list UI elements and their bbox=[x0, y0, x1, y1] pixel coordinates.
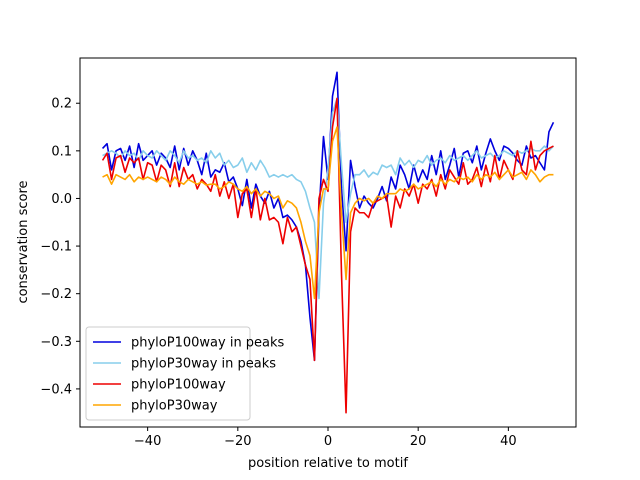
y-axis: −0.4 −0.3 −0.2 −0.1 0.0 0.1 0.2 bbox=[40, 97, 80, 397]
legend-label-1: phyloP100way in peaks bbox=[131, 336, 285, 351]
legend: phyloP100way in peaks phyloP30way in peak… bbox=[85, 326, 285, 421]
x-axis: −40 −20 0 20 40 bbox=[134, 427, 517, 449]
legend-label-4: phyloP30way bbox=[131, 399, 218, 414]
series-line-2 bbox=[102, 97, 555, 300]
series-layer bbox=[101, 71, 555, 414]
series-line-3 bbox=[101, 97, 554, 414]
legend-label-3: phyloP100way bbox=[131, 378, 226, 393]
y-tick-label: −0.1 bbox=[40, 240, 72, 255]
y-tick-label: 0.2 bbox=[51, 97, 72, 112]
x-tick-label: −20 bbox=[224, 434, 251, 449]
y-tick-label: −0.2 bbox=[40, 287, 72, 302]
x-tick-label: 20 bbox=[410, 434, 427, 449]
y-tick-label: −0.3 bbox=[40, 335, 72, 350]
legend-label-2: phyloP30way in peaks bbox=[131, 357, 276, 372]
y-tick-label: 0.0 bbox=[51, 192, 72, 207]
series-line-4 bbox=[102, 126, 554, 300]
x-tick-label: −40 bbox=[134, 434, 161, 449]
y-axis-label: conservation score bbox=[16, 180, 31, 303]
legend-box bbox=[85, 326, 251, 421]
x-tick-label: 0 bbox=[324, 434, 332, 449]
y-tick-label: −0.4 bbox=[40, 382, 72, 397]
x-tick-label: 40 bbox=[500, 434, 517, 449]
x-axis-label: position relative to motif bbox=[248, 456, 408, 471]
y-tick-label: 0.1 bbox=[51, 144, 72, 159]
